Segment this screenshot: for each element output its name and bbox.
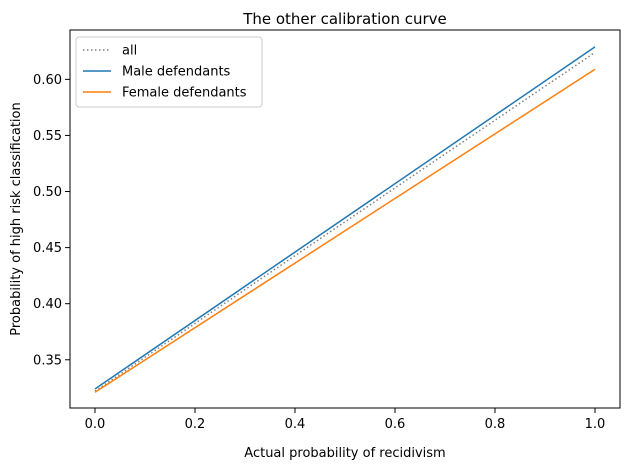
legend-label: all [122, 44, 137, 59]
y-axis-label: Probability of high risk classification [9, 102, 24, 335]
series-line-2 [94, 46, 596, 390]
y-tick-label: 0.50 [33, 185, 62, 200]
x-axis-ticks: 0.0 0.2 0.4 0.6 0.8 1.0 [85, 408, 606, 432]
y-tick-label: 0.55 [33, 129, 62, 144]
legend: all Male defendants Female defendants [75, 36, 263, 108]
series-line-1 [94, 51, 596, 392]
legend-label: Female defendants [122, 86, 247, 101]
series-layer [94, 46, 596, 393]
y-axis-ticks: 0.35 0.40 0.45 0.50 0.55 0.60 [33, 73, 70, 368]
x-tick-label: 0.4 [285, 417, 306, 432]
x-tick-label: 0.6 [385, 417, 406, 432]
x-tick-label: 0.0 [85, 417, 106, 432]
x-axis-label: Actual probability of recidivism [244, 446, 445, 461]
legend-label: Male defendants [122, 65, 231, 80]
y-tick-label: 0.45 [33, 241, 62, 256]
chart-title: The other calibration curve [242, 10, 447, 28]
series-line-3 [94, 68, 596, 393]
x-tick-label: 1.0 [585, 417, 606, 432]
y-tick-label: 0.35 [33, 353, 62, 368]
x-tick-label: 0.2 [185, 417, 206, 432]
y-tick-label: 0.40 [33, 297, 62, 312]
y-tick-label: 0.60 [33, 73, 62, 88]
x-tick-label: 0.8 [485, 417, 506, 432]
plot-frame [69, 29, 621, 409]
legend-entries: all Male defendants Female defendants [83, 44, 247, 101]
legend-box [75, 36, 263, 108]
